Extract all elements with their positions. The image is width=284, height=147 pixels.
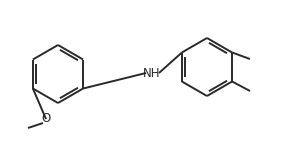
Text: NH: NH	[143, 66, 161, 80]
Text: O: O	[41, 112, 51, 126]
